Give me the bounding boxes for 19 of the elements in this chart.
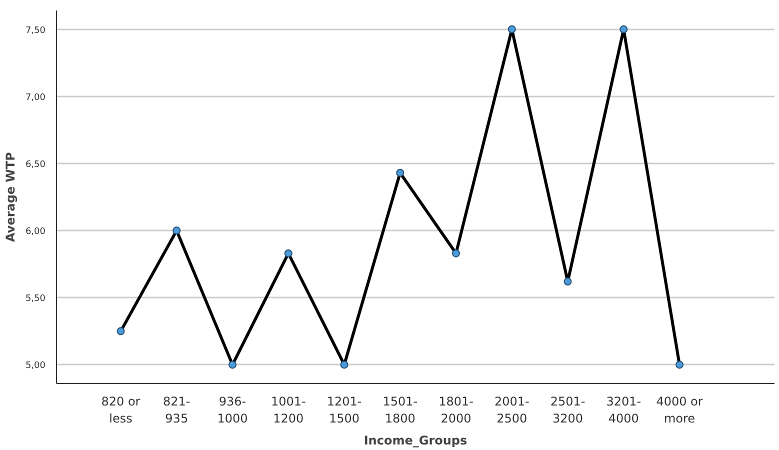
x-tick-label: 1201- 1500 — [326, 394, 362, 426]
x-tick-label: 3201- 4000 — [606, 394, 642, 426]
x-tick-label: 1001- 1200 — [270, 394, 306, 426]
y-tick-label: 6,00 — [25, 227, 46, 238]
x-tick-label: 2501- 3200 — [550, 394, 586, 426]
y-tick-label: 5,50 — [25, 294, 46, 304]
x-tick-label: 821- 935 — [163, 394, 190, 426]
x-tick-label: 1501- 1800 — [382, 394, 418, 426]
y-tick-label: 5,00 — [25, 361, 46, 372]
y-tick-label: 6,50 — [25, 160, 46, 170]
x-tick-label: 2001- 2500 — [494, 394, 530, 426]
x-tick-label: 4000 or more — [656, 394, 703, 426]
y-tick-label: 7,00 — [25, 92, 46, 103]
y-axis-title: Average WTP — [3, 152, 18, 242]
x-tick-label: 1801- 2000 — [438, 394, 474, 426]
y-tick-label: 7,50 — [25, 26, 46, 36]
x-tick-label: 820 or less — [101, 394, 140, 426]
x-axis-title: Income_Groups — [364, 433, 468, 448]
x-tick-label: 936- 1000 — [217, 394, 248, 426]
